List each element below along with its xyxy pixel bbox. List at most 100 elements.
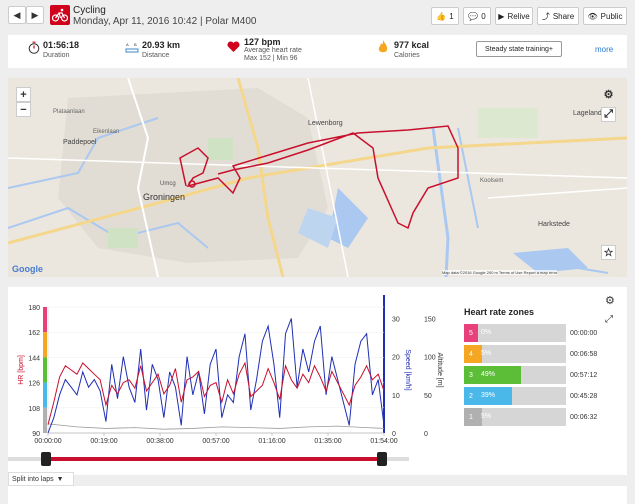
zone-color-strip xyxy=(43,407,47,433)
previous-session-button[interactable]: ◀ xyxy=(8,6,26,24)
comment-icon: 💬 xyxy=(468,11,479,21)
zoom-out-button[interactable]: − xyxy=(16,102,31,117)
heart-rate-range: Max 152 | Min 96 xyxy=(244,55,298,62)
distance-value: 20.93 km xyxy=(142,40,181,50)
likes-count: 1 xyxy=(449,11,454,21)
route-map[interactable]: Groningen Paddepoel Lewenborg Lageland H… xyxy=(8,78,627,277)
speed-tick-label: 30 xyxy=(392,316,400,323)
calories-value: 977 kcal xyxy=(394,40,430,50)
visibility-button[interactable]: 👁 Public xyxy=(583,7,627,25)
split-into-laps-dropdown[interactable]: Split into laps ▼ xyxy=(8,472,74,486)
zone-number: 2 xyxy=(464,387,478,405)
zone-bar: 0% xyxy=(478,324,566,342)
map-label-lageland: Lageland xyxy=(573,110,602,117)
hr-tick-label: 162 xyxy=(28,330,40,337)
chart-settings-gear-icon[interactable]: ⚙ xyxy=(605,295,615,307)
x-tick-label: 01:54:00 xyxy=(370,438,397,445)
zone-percent: 39% xyxy=(481,392,496,399)
flame-icon xyxy=(378,40,388,57)
speed-axis-label: Speed [km/h] xyxy=(404,349,411,390)
zone-row-2: 2 39% 00:45:28 xyxy=(464,386,597,406)
share-label: Share xyxy=(552,11,575,21)
share-button[interactable]: ⤴ Share xyxy=(537,7,579,25)
hr-tick-label: 108 xyxy=(28,406,40,413)
altitude-line xyxy=(47,423,385,430)
laps-panel xyxy=(8,486,627,504)
hr-tick-label: 180 xyxy=(28,305,40,312)
zone-bar: 5% xyxy=(478,345,566,363)
map-label-umcg: Umcg xyxy=(160,181,176,187)
zone-time: 00:45:28 xyxy=(570,392,598,400)
hr-axis-label: HR [bpm] xyxy=(18,355,25,385)
zone-time: 00:57:12 xyxy=(570,371,598,379)
prev-icon: ◀ xyxy=(13,9,21,20)
sport-name: Cycling xyxy=(73,5,106,16)
map-label-groningen: Groningen xyxy=(143,192,186,202)
zone-row-4: 4 5% 00:06:58 xyxy=(464,344,597,364)
zone-bar-fill xyxy=(478,366,522,384)
comments-count: 0 xyxy=(481,11,486,21)
play-circle-icon: ▶ xyxy=(498,11,505,21)
like-button[interactable]: 👍 1 xyxy=(431,7,459,25)
zone-number: 5 xyxy=(464,324,478,342)
settings-gear-icon[interactable]: ⚙ xyxy=(603,89,614,101)
heart-rate-zones-panel: Heart rate zones 5 0% 00:00:00 4 5% 00:06:58 3… xyxy=(464,307,597,428)
slider-start-handle[interactable] xyxy=(41,452,51,466)
duration-label: Duration xyxy=(43,52,70,59)
svg-text:B: B xyxy=(134,42,137,47)
slider-end-handle[interactable] xyxy=(377,452,387,466)
speed-tick-label: 10 xyxy=(392,393,400,400)
x-tick-label: 01:16:00 xyxy=(258,438,285,445)
altitude-tick-label: 0 xyxy=(424,431,428,438)
zone-row-1: 1 5% 00:06:32 xyxy=(464,407,597,427)
zone-bar: 49% xyxy=(478,366,566,384)
zone-percent: 5% xyxy=(481,350,492,357)
zone-color-strip xyxy=(43,357,47,383)
hr-tick-label: 144 xyxy=(28,355,40,362)
next-icon: ▶ xyxy=(31,9,39,20)
zone-time: 00:06:32 xyxy=(570,413,598,421)
speed-tick-label: 0 xyxy=(392,431,396,438)
map-label-plataanlaan: Plataanlaan xyxy=(53,109,85,115)
zone-row-5: 5 0% 00:00:00 xyxy=(464,323,597,343)
map-label-lewenborg: Lewenborg xyxy=(308,120,343,127)
zones-title: Heart rate zones xyxy=(464,307,535,317)
next-session-button[interactable]: ▶ xyxy=(26,6,44,24)
map-label-eikenlaan: Eikenlaan xyxy=(93,129,120,135)
stopwatch-icon xyxy=(28,41,40,57)
map-label-paddepoel: Paddepoel xyxy=(63,139,97,146)
google-logo: Google xyxy=(12,264,43,274)
speed-tick-label: 20 xyxy=(392,355,400,362)
altitude-tick-label: 50 xyxy=(424,393,432,400)
svg-text:A: A xyxy=(126,42,129,47)
share-icon: ⤴ xyxy=(541,11,550,21)
caret-down-icon: ▼ xyxy=(56,475,64,483)
hr-tick-label: 90 xyxy=(32,431,40,438)
zone-bar: 39% xyxy=(478,387,566,405)
heart-rate-speed-chart[interactable]: 18016214412610890302010015010050000:00:0… xyxy=(8,287,448,447)
altitude-tick-label: 150 xyxy=(424,316,436,323)
chart-fullscreen-icon[interactable]: ⤢ xyxy=(605,314,613,325)
slider-selected-range xyxy=(46,457,383,461)
star-icon[interactable]: ☆ xyxy=(601,245,616,260)
comment-button[interactable]: 💬 0 xyxy=(463,7,491,25)
split-label: Split into laps xyxy=(12,475,54,483)
map-attribution[interactable]: Map data ©2016 Google 200 m Terms of Use… xyxy=(442,270,558,275)
training-benefit-button[interactable]: Steady state training+ xyxy=(476,41,562,57)
visibility-label: Public xyxy=(600,11,623,21)
zone-bar-fill xyxy=(478,345,483,363)
speed-line xyxy=(47,318,385,434)
more-link[interactable]: more xyxy=(595,45,614,54)
altitude-tick-label: 100 xyxy=(424,355,436,362)
zone-color-strip xyxy=(43,307,47,333)
time-range-slider[interactable] xyxy=(8,447,409,467)
zone-percent: 5% xyxy=(481,413,492,420)
relive-button[interactable]: ▶ Relive xyxy=(495,7,533,25)
zone-bar-fill xyxy=(478,408,483,426)
cycling-icon xyxy=(50,5,70,25)
fullscreen-icon[interactable]: ⤢ xyxy=(601,107,616,122)
altitude-axis-label: Altitude [m] xyxy=(436,352,443,387)
thumbs-up-icon: 👍 xyxy=(436,11,447,21)
zoom-in-button[interactable]: + xyxy=(16,87,31,102)
